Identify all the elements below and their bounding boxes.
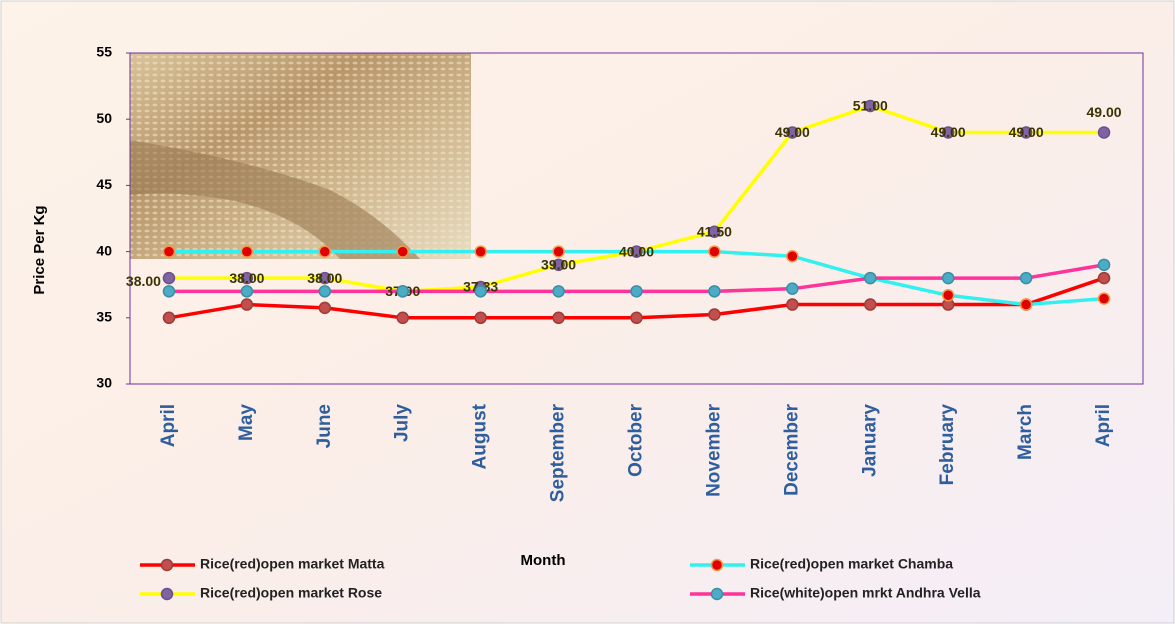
x-tick-label: November [703, 403, 724, 497]
marker [162, 245, 176, 258]
marker [630, 245, 643, 258]
marker [941, 271, 955, 285]
plot-border [129, 52, 1144, 385]
marker [552, 311, 565, 325]
marker [1097, 292, 1111, 305]
x-tick-label: January [859, 404, 880, 477]
marker [941, 126, 955, 139]
marker [1019, 298, 1033, 311]
data-label: 38.00 [126, 273, 161, 289]
data-label: 49.00 [1009, 124, 1044, 140]
x-tick-label: May [236, 404, 257, 441]
marker [1097, 258, 1111, 272]
marker [864, 99, 877, 113]
data-label: 49.00 [1087, 104, 1122, 120]
marker [708, 245, 721, 258]
legend-label: Rice(white)open mrkt Andhra Vella [750, 585, 981, 601]
marker [318, 271, 332, 285]
data-label: 38.00 [229, 270, 264, 286]
legend-marker [710, 558, 724, 572]
legend-marker [160, 558, 174, 572]
marker [1019, 271, 1033, 285]
legend-marker [160, 587, 174, 601]
marker [864, 298, 877, 311]
marker [941, 289, 955, 302]
data-label: 38.00 [307, 270, 342, 286]
marker [552, 285, 565, 298]
legend-item: Rice(red)open market Matta [140, 556, 385, 572]
marker [552, 245, 565, 258]
marker [786, 126, 799, 139]
marker [786, 249, 799, 263]
y-tick-label: 40 [96, 242, 112, 258]
legend-label: Rice(red)open market Rose [200, 585, 382, 601]
marker [240, 271, 254, 285]
x-tick-label: September [548, 403, 569, 502]
marker [864, 271, 877, 285]
y-tick-label: 30 [96, 375, 112, 391]
data-label: 51.00 [853, 98, 888, 114]
x-tick-label: June [314, 404, 335, 448]
marker [708, 308, 721, 321]
marker [396, 311, 409, 325]
marker [786, 282, 799, 295]
marker [474, 311, 487, 325]
x-tick-label: December [781, 403, 802, 495]
data-label: 40.00 [619, 243, 654, 259]
marker [786, 298, 799, 311]
marker [708, 225, 721, 238]
marker [474, 285, 487, 298]
marker [162, 271, 176, 285]
marker [474, 245, 487, 258]
marker [1019, 126, 1033, 139]
marker [162, 285, 176, 298]
marker [552, 258, 565, 272]
marker [318, 285, 332, 298]
legend-item: Rice(red)open market Chamba [690, 556, 953, 572]
y-tick-label: 45 [96, 176, 112, 192]
rice-photo [130, 53, 471, 259]
marker [240, 285, 254, 298]
x-tick-label: April [1093, 404, 1114, 447]
y-axis-title: Price Per Kg [31, 205, 48, 294]
data-label: 49.00 [931, 124, 966, 140]
legend-label: Rice(red)open market Chamba [750, 556, 953, 572]
legend-item: Rice(red)open market Rose [140, 585, 382, 601]
marker [240, 245, 254, 258]
x-tick-label: February [937, 404, 958, 486]
marker [630, 311, 643, 325]
marker [1097, 126, 1111, 139]
x-axis-title: Month [521, 552, 566, 569]
marker [318, 301, 332, 315]
y-tick-label: 35 [96, 309, 112, 325]
marker [240, 298, 254, 311]
marker [708, 285, 721, 298]
legend-item: Rice(white)open mrkt Andhra Vella [690, 585, 981, 601]
data-label: 39.00 [541, 257, 576, 273]
marker [318, 245, 332, 258]
marker [162, 311, 176, 325]
data-label: 41.50 [697, 223, 732, 239]
marker [396, 245, 409, 258]
x-tick-label: April [158, 404, 179, 447]
x-tick-label: July [392, 404, 413, 442]
y-tick-label: 55 [96, 44, 112, 60]
legend-label: Rice(red)open market Matta [200, 556, 385, 572]
marker [1097, 271, 1111, 285]
y-tick-label: 50 [96, 110, 112, 126]
x-tick-label: October [626, 403, 647, 476]
data-label: 49.00 [775, 124, 810, 140]
legend-marker [710, 587, 724, 601]
x-tick-label: August [470, 403, 491, 469]
marker [630, 285, 643, 298]
x-tick-label: March [1015, 404, 1036, 460]
marker [396, 285, 409, 298]
